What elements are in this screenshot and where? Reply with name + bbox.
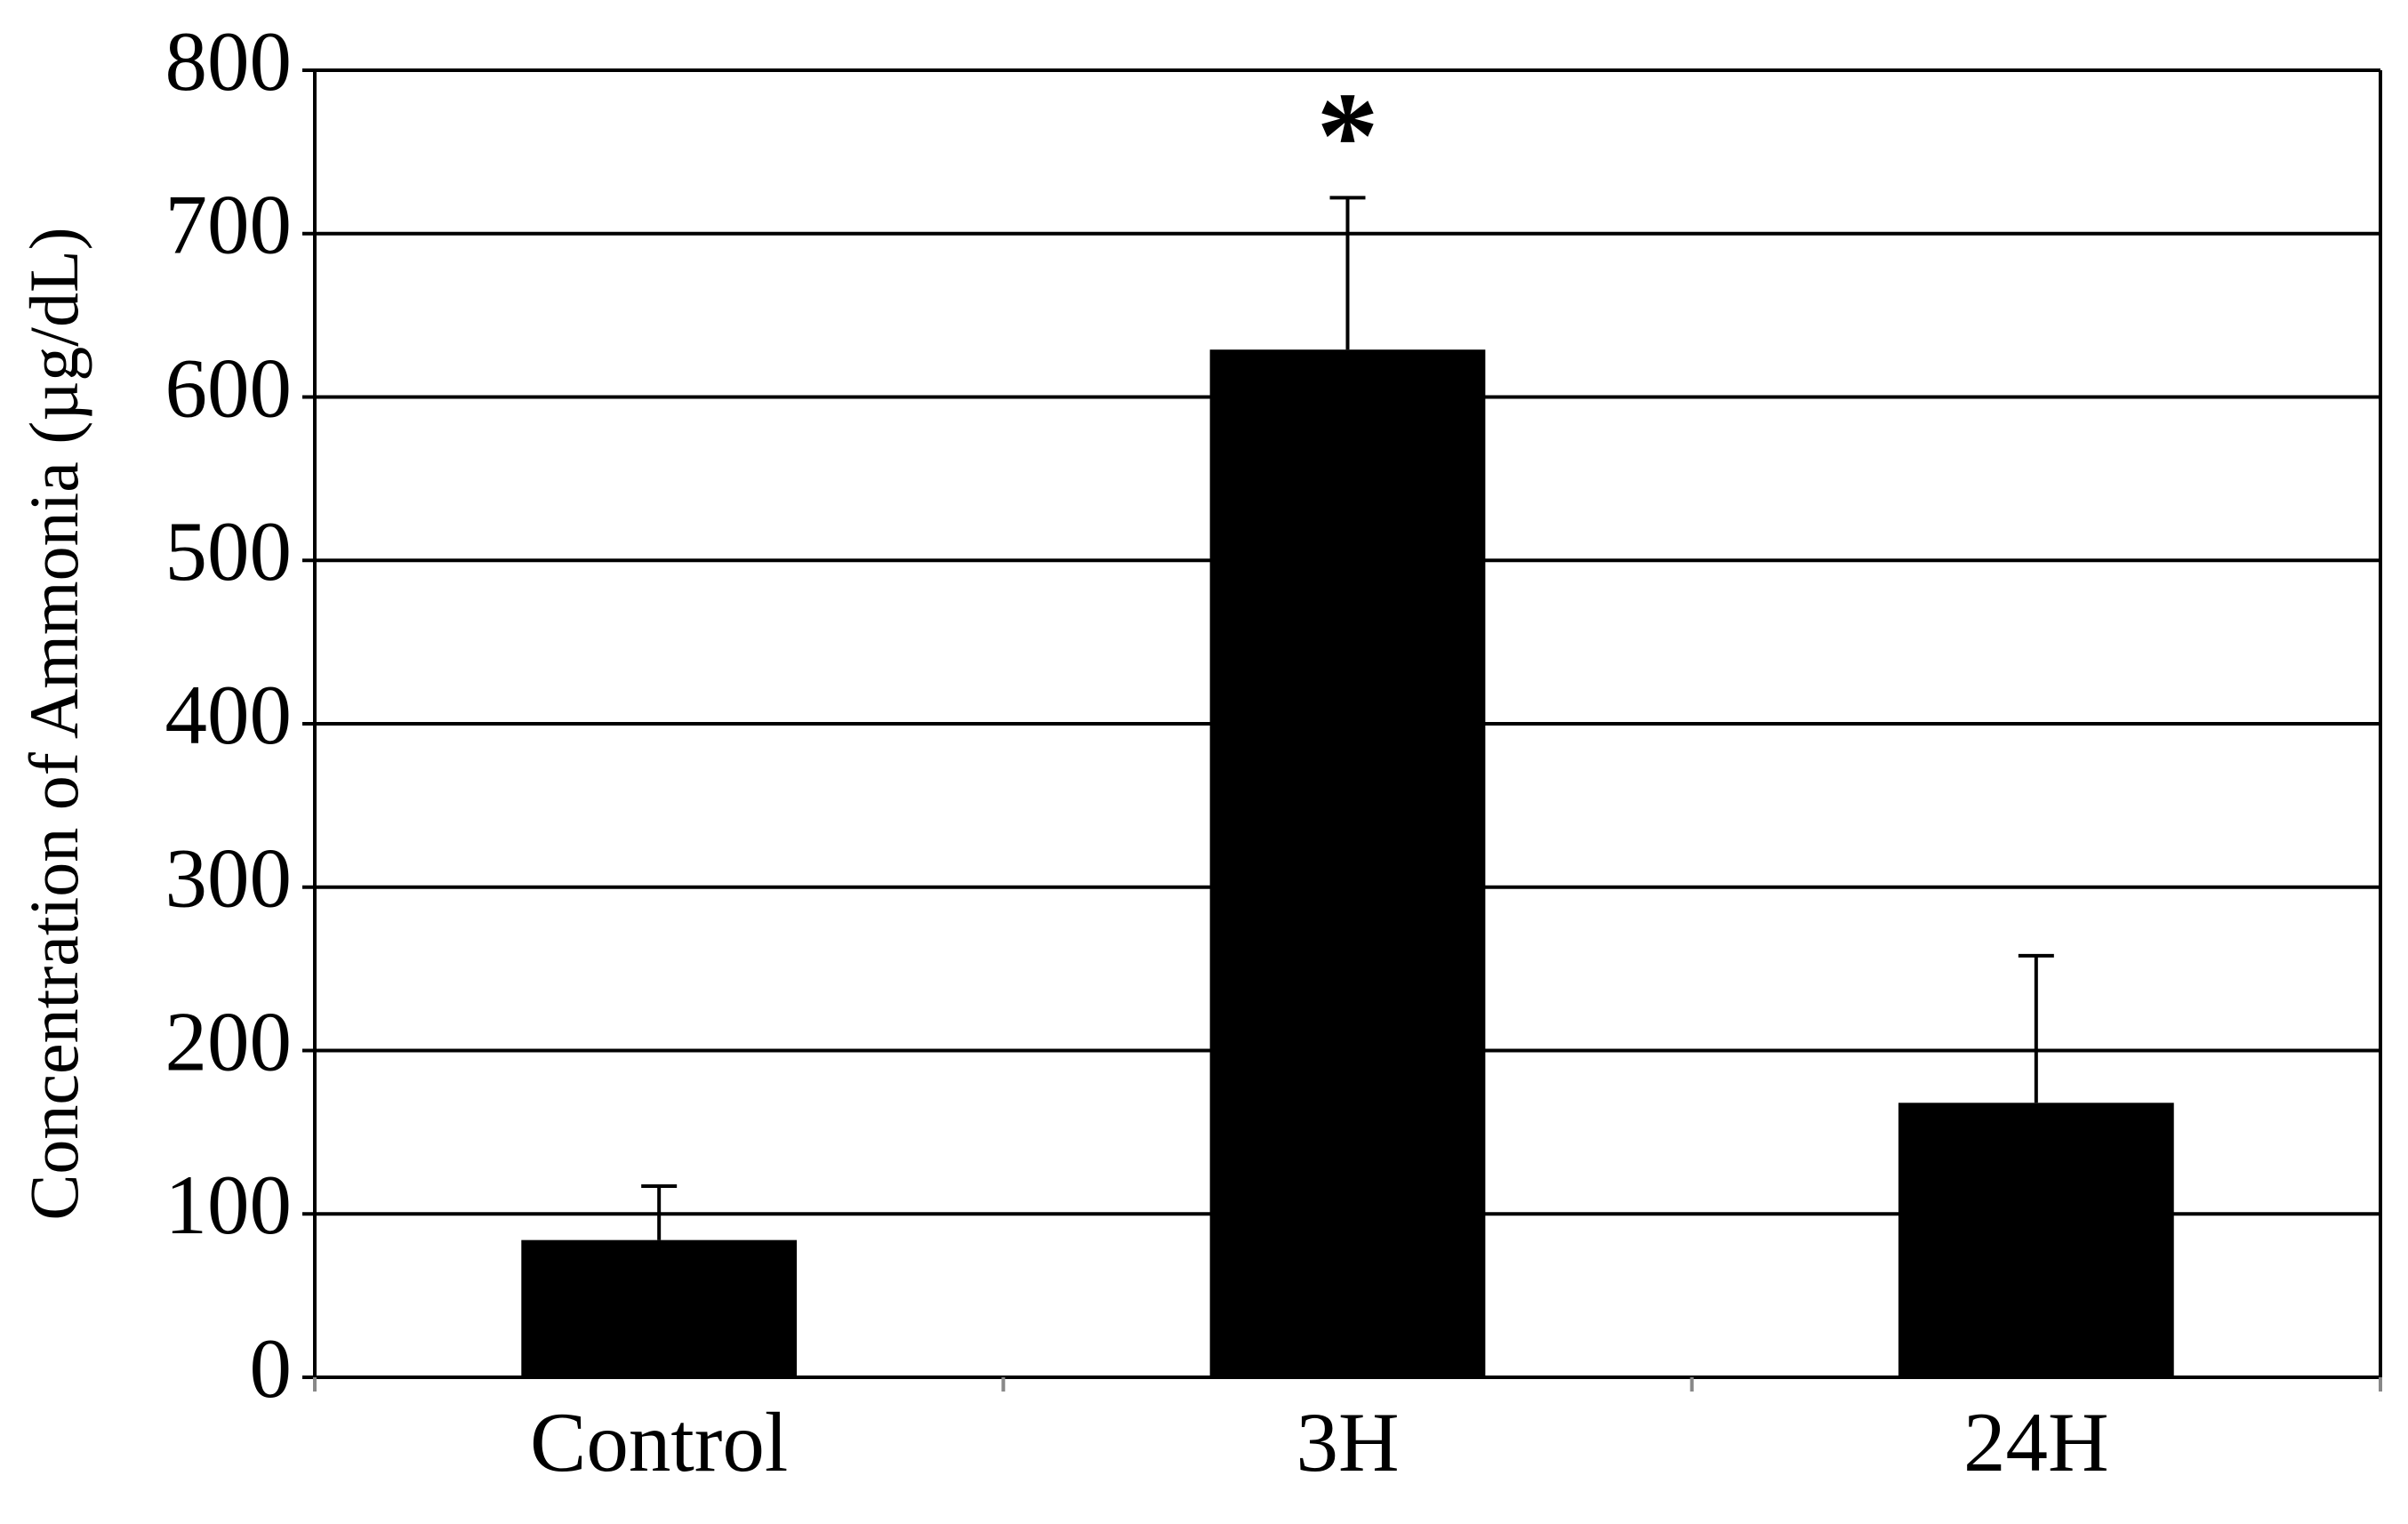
x-tick-label: 3H xyxy=(1296,1395,1399,1489)
y-tick-label: 200 xyxy=(165,994,293,1088)
bar xyxy=(521,1239,798,1377)
x-tick-label: 24H xyxy=(1963,1395,2109,1489)
y-tick-label: 800 xyxy=(165,14,293,108)
y-tick-label: 500 xyxy=(165,504,293,598)
y-tick-label: 700 xyxy=(165,178,293,272)
x-tick-label: Control xyxy=(530,1395,788,1489)
error-bar xyxy=(1329,196,1366,350)
y-tick-label: 300 xyxy=(165,831,293,926)
y-axis-label: Concentration of Ammonia (µg/dL) xyxy=(15,227,92,1220)
y-tick-label: 0 xyxy=(250,1321,293,1416)
error-bar xyxy=(2018,953,2054,1103)
y-tick-label: 400 xyxy=(165,668,293,762)
bar xyxy=(1898,1103,2174,1377)
y-tick-label: 600 xyxy=(165,341,293,435)
y-tick-label: 100 xyxy=(165,1158,293,1252)
bar xyxy=(1209,349,1486,1377)
annotation: * xyxy=(1317,67,1379,205)
error-bar xyxy=(641,1184,678,1240)
